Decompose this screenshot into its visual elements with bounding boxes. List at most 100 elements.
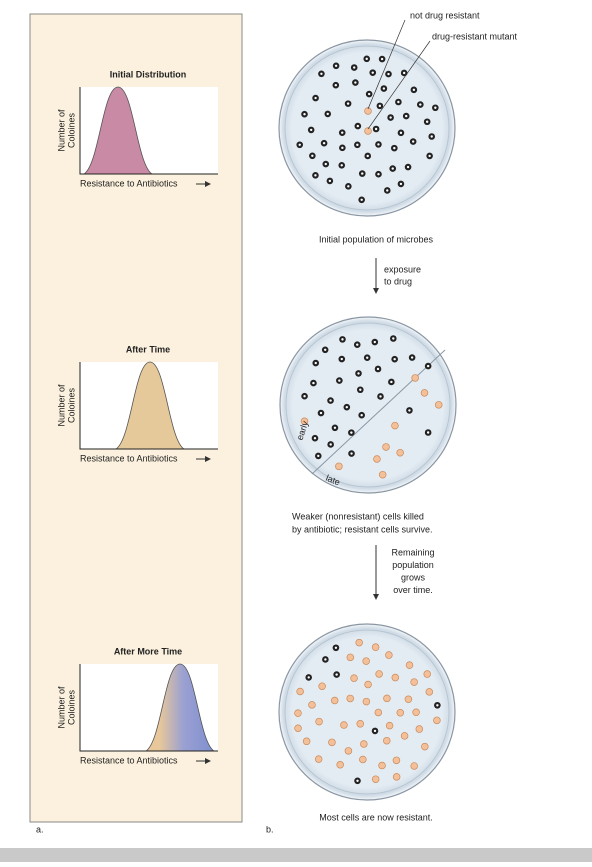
cell-highlight bbox=[371, 71, 374, 74]
resistant-cell bbox=[344, 747, 353, 755]
arrow-label: over time. bbox=[393, 585, 433, 595]
cell-highlight bbox=[319, 411, 323, 415]
resistant-cell bbox=[382, 443, 390, 451]
cell-highlight bbox=[350, 431, 353, 434]
cell-highlight bbox=[323, 348, 327, 351]
resistant-cell bbox=[385, 651, 393, 659]
cell-highlight bbox=[338, 379, 341, 382]
cell-highlight bbox=[412, 88, 416, 92]
resistant-cell bbox=[302, 737, 311, 746]
resistant-cell bbox=[355, 638, 363, 647]
resistant-cell bbox=[392, 756, 401, 765]
x-axis-label: Resistance to Antibiotics bbox=[80, 755, 178, 765]
resistant-cell bbox=[420, 389, 429, 397]
resistant-cell bbox=[315, 717, 323, 726]
cell-highlight bbox=[399, 182, 403, 186]
cell-highlight bbox=[426, 431, 430, 434]
panel-label: a. bbox=[36, 824, 44, 834]
cell-highlight bbox=[345, 405, 349, 409]
cell-highlight bbox=[329, 443, 332, 446]
cell-highlight bbox=[405, 114, 408, 118]
resistant-cell bbox=[410, 678, 418, 686]
cell-highlight bbox=[350, 452, 353, 455]
cell-highlight bbox=[298, 143, 301, 146]
callout-label: drug-resistant mutant bbox=[432, 31, 518, 41]
resistant-cell bbox=[364, 127, 372, 135]
cell-highlight bbox=[328, 179, 332, 183]
cell-highlight bbox=[359, 388, 362, 391]
cell-highlight bbox=[397, 100, 400, 104]
cell-highlight bbox=[392, 337, 395, 340]
cell-highlight bbox=[360, 198, 363, 201]
cell-highlight bbox=[380, 57, 384, 61]
cell-highlight bbox=[303, 395, 306, 398]
y-axis-label: Number of bbox=[56, 686, 66, 729]
resistant-cell bbox=[434, 401, 443, 409]
arrow-label: to drug bbox=[384, 276, 412, 286]
resistant-cell bbox=[411, 374, 419, 382]
resistant-cell bbox=[294, 724, 302, 732]
cell-highlight bbox=[366, 356, 369, 359]
resistant-cell bbox=[392, 773, 401, 781]
resistant-cell bbox=[308, 701, 316, 709]
browser-bar bbox=[0, 848, 592, 862]
arrow-label: exposure bbox=[384, 264, 421, 274]
resistant-cell bbox=[328, 738, 336, 747]
resistant-cell bbox=[330, 696, 339, 705]
cell-highlight bbox=[354, 81, 357, 84]
cell-highlight bbox=[406, 165, 410, 169]
cell-highlight bbox=[311, 154, 314, 158]
cell-highlight bbox=[307, 676, 310, 679]
cell-highlight bbox=[379, 395, 382, 398]
cell-highlight bbox=[326, 112, 329, 116]
resistant-cell bbox=[400, 732, 409, 740]
cell-highlight bbox=[391, 167, 394, 170]
resistant-cell bbox=[296, 687, 304, 696]
resistant-cell bbox=[383, 694, 391, 703]
resistant-cell bbox=[391, 673, 400, 682]
cell-highlight bbox=[340, 164, 343, 167]
chart-title: After Time bbox=[126, 344, 170, 354]
resistant-cell bbox=[410, 762, 418, 770]
resistant-cell bbox=[300, 417, 309, 426]
chart-title: After More Time bbox=[114, 646, 182, 656]
resistant-cell bbox=[378, 470, 387, 479]
cell-highlight bbox=[367, 92, 371, 96]
cell-highlight bbox=[428, 154, 431, 158]
resistant-cell bbox=[396, 709, 405, 717]
resistant-cell bbox=[314, 755, 323, 763]
resistant-cell bbox=[383, 736, 391, 745]
cell-highlight bbox=[309, 128, 313, 132]
cell-highlight bbox=[410, 356, 414, 359]
cell-highlight bbox=[334, 64, 338, 67]
cell-highlight bbox=[341, 146, 344, 150]
cell-highlight bbox=[436, 704, 439, 707]
cell-highlight bbox=[352, 66, 356, 69]
cell-highlight bbox=[314, 96, 317, 100]
cell-highlight bbox=[356, 343, 359, 346]
cell-highlight bbox=[361, 172, 364, 175]
cell-highlight bbox=[382, 87, 386, 90]
resistant-cell bbox=[359, 755, 367, 764]
x-axis-label: Resistance to Antibiotics bbox=[80, 453, 178, 463]
resistant-cell bbox=[336, 761, 344, 769]
cell-highlight bbox=[366, 154, 369, 158]
resistant-cell bbox=[364, 107, 372, 115]
arrow-label: Remaining bbox=[391, 547, 434, 557]
cell-highlight bbox=[334, 83, 338, 87]
cell-highlight bbox=[356, 124, 360, 128]
resistant-cell bbox=[346, 653, 355, 662]
petri-rim bbox=[284, 629, 450, 795]
cell-highlight bbox=[386, 189, 389, 192]
dish-caption: Most cells are now resistant. bbox=[319, 812, 433, 822]
axes bbox=[79, 362, 218, 450]
cell-highlight bbox=[393, 357, 396, 361]
axes bbox=[79, 87, 218, 175]
y-axis-label: Coloines bbox=[66, 689, 76, 725]
resistant-cell bbox=[340, 721, 348, 729]
resistant-cell bbox=[412, 708, 420, 717]
cell-highlight bbox=[357, 372, 360, 375]
dish-caption: Weaker (nonresistant) cells killed bbox=[292, 511, 424, 521]
cell-highlight bbox=[341, 131, 344, 134]
